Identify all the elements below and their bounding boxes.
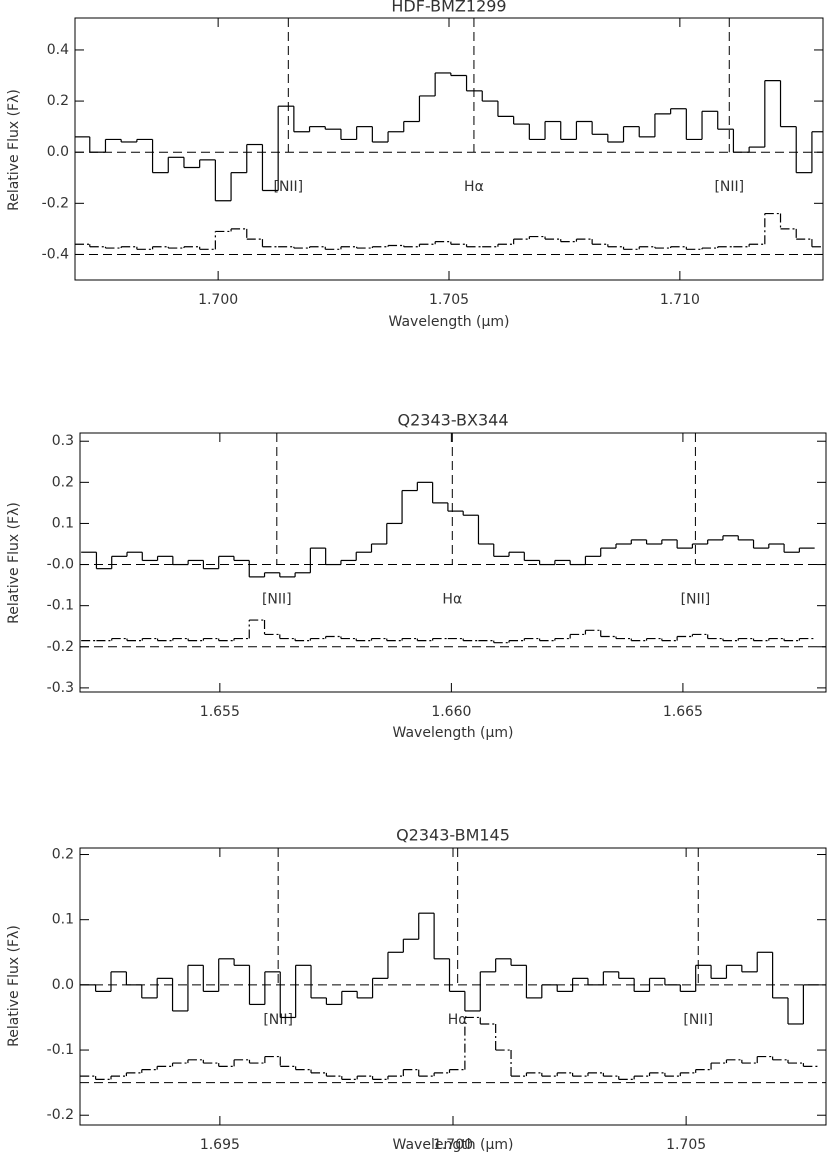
x-tick-label: 1.655	[200, 704, 240, 720]
line-label: Hα	[448, 1012, 468, 1028]
line-label: Hα	[442, 592, 462, 608]
x-tick-label: 1.700	[198, 292, 238, 308]
y-tick-label: -0.3	[47, 680, 74, 696]
y-tick-label: -0.4	[42, 246, 69, 262]
y-tick-label: 0.2	[47, 93, 69, 109]
y-tick-label: 0.1	[52, 515, 74, 531]
chart-title: HDF-BMZ1299	[391, 0, 506, 16]
y-tick-label: 0.2	[52, 474, 74, 490]
y-tick-label: 0.2	[52, 847, 74, 863]
x-tick-label: 1.705	[429, 292, 469, 308]
chart-title: Q2343-BM145	[396, 826, 510, 845]
x-tick-label: 1.710	[660, 292, 700, 308]
y-axis-label: Relative Flux (Fλ)	[6, 89, 22, 211]
plot-frame	[74, 17, 824, 281]
y-tick-label: 0.0	[52, 977, 74, 993]
y-tick-label: -0.2	[47, 1107, 74, 1123]
x-axis-label: Wavelength (μm)	[393, 725, 514, 741]
y-axis-label: Relative Flux (Fλ)	[6, 502, 22, 624]
y-tick-label: -0.0	[47, 557, 74, 573]
x-axis-label: Wavelength (μm)	[389, 314, 510, 330]
plot-frame	[79, 847, 827, 1126]
x-tick-label: 1.660	[431, 704, 471, 720]
plot-frame	[79, 432, 827, 693]
x-tick-label: 1.695	[200, 1137, 240, 1153]
x-axis-label: Wavelength (μm)	[393, 1137, 514, 1153]
y-axis-label: Relative Flux (Fλ)	[6, 925, 22, 1047]
line-label: [NII]	[262, 592, 292, 608]
line-label: [NII]	[683, 1012, 713, 1028]
line-label: Hα	[464, 179, 484, 195]
y-tick-label: -0.2	[47, 639, 74, 655]
x-tick-label: 1.700	[433, 1137, 473, 1153]
y-tick-label: -0.1	[47, 1042, 74, 1058]
x-tick-label: 1.705	[666, 1137, 706, 1153]
x-tick-label: 1.665	[663, 704, 703, 720]
line-label: [NII]	[263, 1012, 293, 1028]
y-tick-label: -0.1	[47, 598, 74, 614]
y-tick-label: -0.2	[42, 195, 69, 211]
y-tick-label: 0.0	[47, 144, 69, 160]
y-tick-label: 0.1	[52, 912, 74, 928]
line-label: [NII]	[681, 592, 711, 608]
y-tick-label: 0.3	[52, 433, 74, 449]
chart-title: Q2343-BX344	[398, 411, 509, 430]
line-label: [NII]	[273, 179, 303, 195]
y-tick-label: 0.4	[47, 42, 69, 58]
line-label: [NII]	[714, 179, 744, 195]
